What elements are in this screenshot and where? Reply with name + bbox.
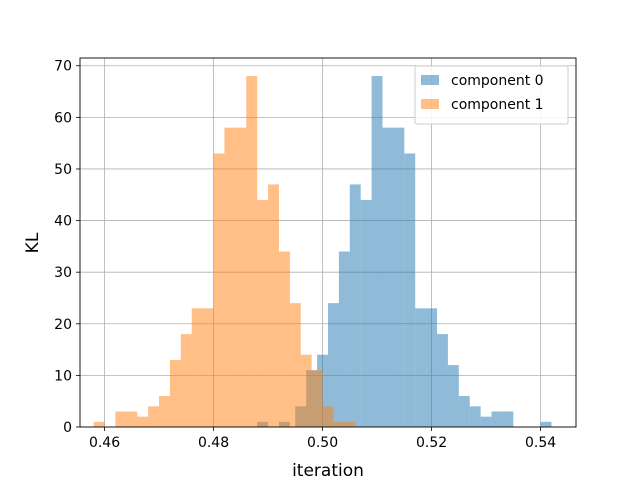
bar-series-0: [458, 396, 470, 427]
bar-series-0: [437, 334, 448, 427]
bar-series-1: [246, 76, 258, 428]
bar-series-1: [213, 153, 225, 427]
legend-box: [414, 65, 569, 125]
histogram-bars: [93, 76, 552, 428]
bar-series-1: [159, 396, 170, 427]
bar-series-0: [328, 303, 339, 427]
bar-series-0: [469, 406, 481, 427]
bar-series-1: [333, 421, 345, 427]
bar-series-0: [382, 127, 394, 427]
bar-series-1: [202, 308, 214, 427]
bar-series-1: [180, 334, 192, 427]
bar-series-0: [360, 199, 372, 427]
x-tick-label: 0.48: [198, 435, 229, 451]
y-tick-label: 30: [54, 265, 72, 281]
x-tick-label: 0.52: [416, 435, 447, 451]
bar-series-1: [289, 303, 301, 427]
bar-series-1: [137, 416, 149, 427]
bar-series-0: [393, 127, 405, 427]
y-tick-label: 10: [54, 368, 72, 384]
bar-series-0: [426, 308, 438, 427]
x-axis-label: iteration: [292, 461, 364, 480]
legend-label: component 1: [451, 97, 544, 113]
bar-series-1: [268, 184, 279, 427]
y-axis-label: KL: [23, 232, 43, 253]
bar-series-0: [371, 76, 383, 428]
bar-series-0: [404, 153, 416, 427]
bar-series-1: [235, 127, 247, 427]
bar-series-1: [169, 359, 181, 427]
bar-series-0: [480, 416, 492, 427]
bar-series-1: [322, 406, 334, 427]
bar-series-0: [349, 184, 361, 427]
bar-series-1: [93, 421, 105, 427]
plot-frame: [79, 57, 577, 428]
x-axis-ticks: 0.46 0.48 0.50 0.52 0.54: [89, 427, 556, 451]
bar-series-1: [311, 370, 323, 427]
x-tick-label: 0.46: [89, 435, 120, 451]
bar-series-1: [224, 127, 236, 427]
bar-series-1: [148, 406, 160, 427]
x-tick-label: 0.54: [525, 435, 556, 451]
bar-series-1: [300, 354, 312, 427]
legend-label: component 0: [451, 73, 544, 89]
y-tick-label: 20: [54, 317, 72, 333]
bar-series-0: [540, 421, 552, 427]
y-tick-label: 40: [54, 214, 72, 230]
bar-series-1: [278, 251, 290, 427]
bar-series-1: [126, 411, 138, 427]
y-tick-label: 50: [54, 162, 72, 178]
bar-series-0: [338, 251, 350, 427]
legend: component 0 component 1: [414, 65, 569, 125]
y-axis-ticks: 0 10 20 30 40 50 60 70: [54, 59, 80, 436]
bar-series-1: [115, 411, 127, 427]
y-tick-label: 70: [54, 59, 72, 75]
bar-series-0: [447, 365, 459, 427]
bar-series-0: [415, 308, 427, 427]
y-tick-label: 0: [63, 420, 72, 436]
legend-swatch: [421, 75, 439, 85]
y-tick-label: 60: [54, 110, 72, 126]
bar-series-0: [502, 411, 514, 427]
legend-swatch: [421, 99, 439, 109]
bar-series-0: [491, 411, 503, 427]
bar-series-1: [257, 199, 269, 427]
x-tick-label: 0.50: [307, 435, 338, 451]
bar-series-1: [191, 308, 203, 427]
bar-series-1: [344, 421, 356, 427]
